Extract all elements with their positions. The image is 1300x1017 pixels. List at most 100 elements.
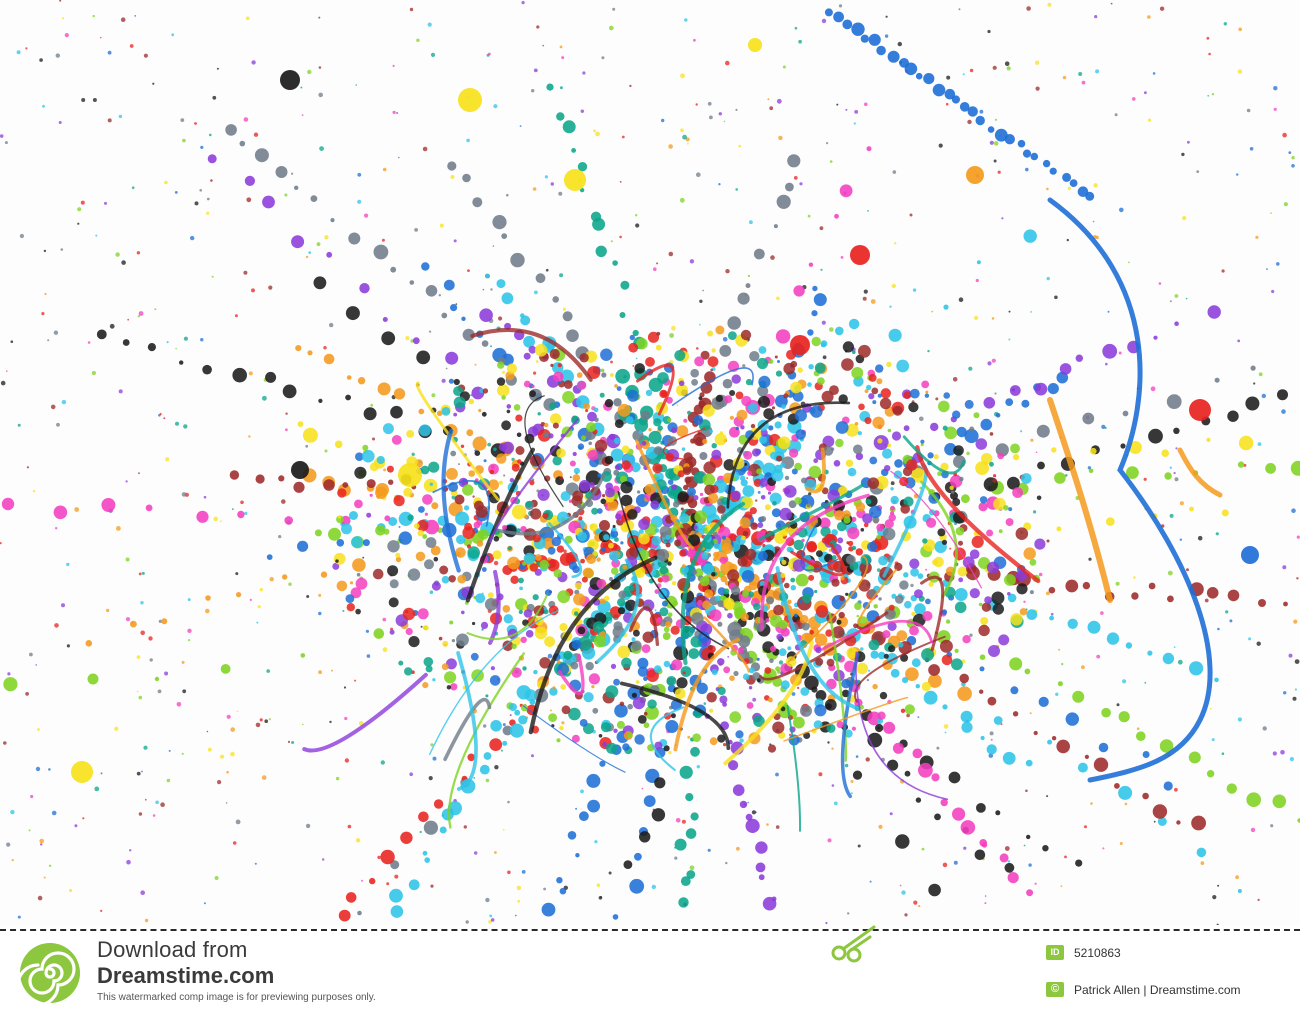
paint-drop bbox=[709, 737, 718, 746]
paint-drop bbox=[515, 414, 523, 422]
paint-drop bbox=[690, 368, 699, 378]
paint-drop bbox=[1077, 762, 1088, 773]
paint-drop bbox=[439, 223, 444, 228]
paint-drop bbox=[1047, 739, 1053, 745]
paint-drop bbox=[774, 355, 778, 359]
paint-drop bbox=[107, 50, 112, 55]
paint-drop bbox=[890, 668, 900, 678]
paint-drop bbox=[865, 757, 870, 762]
paint-drop bbox=[60, 248, 64, 251]
paint-drop bbox=[488, 920, 492, 924]
paint-drop bbox=[547, 546, 556, 555]
paint-drip-stroke bbox=[673, 637, 741, 752]
paint-drop bbox=[389, 629, 395, 635]
paint-drop bbox=[789, 448, 799, 458]
paint-drop bbox=[659, 607, 669, 617]
paint-drop bbox=[637, 715, 647, 724]
paint-drop bbox=[704, 484, 715, 496]
paint-drop bbox=[25, 692, 29, 696]
paint-drop bbox=[808, 574, 815, 581]
paint-drop bbox=[909, 388, 920, 399]
paint-drop bbox=[120, 17, 126, 23]
paint-drop bbox=[696, 172, 701, 177]
paint-drop bbox=[993, 474, 997, 478]
paint-drop bbox=[91, 370, 96, 376]
paint-drop bbox=[866, 384, 872, 391]
paint-drop bbox=[1090, 447, 1097, 455]
paint-drop bbox=[742, 530, 749, 537]
paint-drop bbox=[506, 363, 517, 374]
paint-drop bbox=[946, 75, 951, 80]
paint-drop bbox=[416, 519, 429, 532]
paint-drop bbox=[254, 148, 269, 163]
paint-drop bbox=[1246, 108, 1251, 113]
paint-drop bbox=[904, 600, 912, 609]
paint-drop bbox=[679, 197, 685, 203]
paint-drop bbox=[722, 337, 728, 342]
paint-drop bbox=[1206, 587, 1219, 599]
paint-drop bbox=[232, 841, 237, 845]
paint-drop bbox=[810, 405, 823, 418]
paint-drop bbox=[284, 516, 294, 525]
paint-drop bbox=[1004, 61, 1010, 66]
paint-drop bbox=[743, 450, 753, 460]
paint-drop bbox=[1174, 294, 1179, 298]
paint-drop bbox=[872, 683, 878, 690]
paint-drop bbox=[562, 311, 573, 322]
paint-drop bbox=[979, 654, 986, 660]
paint-drop bbox=[1004, 862, 1015, 873]
paint-drop bbox=[563, 549, 567, 554]
paint-drop bbox=[1297, 818, 1300, 823]
paint-drop bbox=[978, 624, 990, 637]
paint-drop bbox=[481, 411, 487, 417]
paint-drip-stroke bbox=[915, 445, 1041, 584]
paint-drop bbox=[609, 577, 613, 581]
paint-drop bbox=[587, 449, 599, 461]
paint-drop bbox=[463, 537, 473, 547]
paint-drop bbox=[494, 765, 499, 770]
paint-drop bbox=[988, 645, 1000, 657]
paint-drop bbox=[676, 425, 689, 437]
paint-drop bbox=[362, 556, 365, 559]
paint-drop bbox=[433, 556, 439, 562]
paint-drop bbox=[1054, 295, 1058, 300]
paint-drop bbox=[987, 696, 997, 706]
paint-drop bbox=[1116, 703, 1120, 707]
paint-drop bbox=[833, 801, 838, 806]
paint-drop bbox=[1162, 652, 1175, 665]
paint-drop bbox=[266, 669, 271, 673]
paint-drop bbox=[615, 368, 631, 384]
paint-drop bbox=[523, 380, 531, 388]
paint-drop bbox=[732, 784, 745, 796]
paint-drop bbox=[884, 519, 894, 529]
paint-drop bbox=[788, 733, 792, 737]
paint-drop bbox=[933, 454, 939, 460]
paint-drop bbox=[748, 686, 753, 690]
paint-drop bbox=[684, 18, 688, 22]
paint-drop bbox=[284, 193, 288, 197]
paint-drop bbox=[1100, 611, 1104, 615]
paint-drop bbox=[207, 154, 217, 164]
paint-drop bbox=[647, 699, 657, 709]
paint-drop bbox=[879, 397, 892, 410]
paint-drop bbox=[582, 567, 594, 579]
paint-drop bbox=[892, 742, 904, 754]
paint-drop bbox=[1029, 590, 1034, 595]
paint-drop bbox=[511, 667, 522, 678]
paint-drop bbox=[1238, 435, 1254, 451]
paint-drop bbox=[501, 395, 506, 400]
paint-drop bbox=[1169, 300, 1172, 303]
paint-drop bbox=[993, 497, 1006, 511]
paint-drop bbox=[583, 692, 594, 703]
paint-drop bbox=[729, 675, 735, 681]
paint-drop bbox=[1175, 447, 1178, 450]
paint-drop bbox=[212, 95, 217, 100]
paint-drop bbox=[1081, 80, 1086, 85]
paint-drop bbox=[779, 507, 792, 521]
paint-drop bbox=[366, 654, 371, 658]
paint-drop bbox=[974, 315, 979, 320]
paint-drop bbox=[1164, 472, 1172, 480]
paint-drop bbox=[563, 650, 573, 660]
paint-drop bbox=[827, 559, 839, 571]
paint-drop bbox=[1282, 132, 1287, 138]
